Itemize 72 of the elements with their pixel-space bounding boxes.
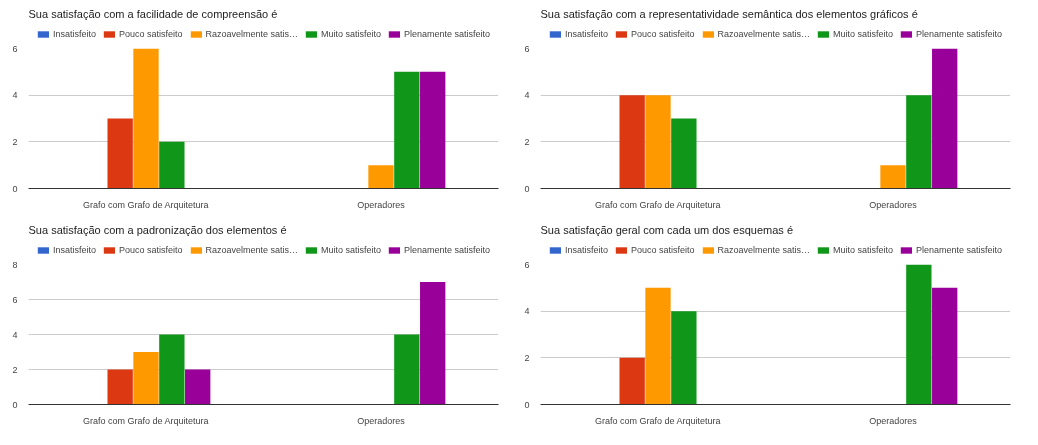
legend-label: Plenamente satisfeito (404, 245, 491, 255)
legend-label: Insatisfeito (52, 245, 96, 255)
bar (420, 71, 446, 189)
y-tick-label: 0 (12, 399, 18, 410)
bar (906, 264, 932, 405)
y-tick-label: 4 (12, 329, 18, 340)
bar (107, 118, 133, 189)
bar (159, 334, 185, 405)
bar (671, 311, 697, 405)
x-tick-label: Grafo com Grafo de Arquitetura (594, 199, 721, 210)
y-tick-label: 4 (12, 90, 18, 101)
x-tick-label: Grafo com Grafo de Arquitetura (82, 415, 209, 426)
bar (133, 352, 159, 405)
bar (420, 282, 446, 405)
bar (368, 165, 394, 189)
chart-title: Sua satisfação com a padronização dos elementos é (28, 223, 287, 236)
legend-label: Muito satisfeito (321, 29, 382, 39)
x-tick-label: Grafo com Grafo de Arquitetura (594, 415, 721, 426)
bar (906, 95, 932, 189)
y-tick-label: 2 (524, 136, 530, 147)
chart-title: Sua satisfação com a representatividade semântica dos elementos gráficos é (540, 7, 918, 20)
legend-label: Insatisfeito (564, 29, 608, 39)
legend-label: Razoavelmente satis… (717, 245, 811, 255)
bar (619, 357, 645, 405)
y-tick-label: 2 (524, 352, 530, 363)
y-tick-label: 8 (12, 259, 18, 270)
legend-label: Razoavelmente satis… (205, 245, 299, 255)
bar (932, 287, 958, 405)
legend-label: Razoavelmente satis… (717, 29, 811, 39)
y-tick-label: 6 (12, 43, 18, 54)
bar (645, 95, 671, 189)
legend-label: Muito satisfeito (833, 29, 894, 39)
x-tick-label: Operadores (357, 415, 406, 426)
bar (394, 71, 420, 189)
y-tick-label: 0 (524, 399, 530, 410)
x-tick-label: Operadores (869, 199, 918, 210)
legend-label: Plenamente satisfeito (404, 29, 491, 39)
legend-label: Muito satisfeito (321, 245, 382, 255)
legend-label: Pouco satisfeito (118, 29, 183, 39)
bar (185, 369, 211, 405)
bar (159, 141, 185, 189)
bar (932, 48, 958, 189)
legend-label: Pouco satisfeito (630, 29, 695, 39)
x-tick-label: Operadores (869, 415, 918, 426)
legend-label: Pouco satisfeito (630, 245, 695, 255)
chart-title: Sua satisfação com a facilidade de compreensão é (28, 7, 278, 20)
legend-label: Pouco satisfeito (118, 245, 183, 255)
y-tick-label: 2 (12, 136, 18, 147)
y-tick-label: 0 (12, 183, 18, 194)
bar (133, 48, 159, 189)
bar (880, 165, 906, 189)
y-tick-label: 4 (524, 306, 530, 317)
legend-label: Insatisfeito (52, 29, 96, 39)
bar (671, 118, 697, 189)
y-tick-label: 6 (524, 43, 530, 54)
y-tick-label: 6 (12, 294, 18, 305)
bar (619, 95, 645, 189)
y-tick-label: 6 (524, 259, 530, 270)
legend-label: Muito satisfeito (833, 245, 894, 255)
x-tick-label: Operadores (357, 199, 406, 210)
legend-label: Plenamente satisfeito (916, 29, 1003, 39)
x-tick-label: Grafo com Grafo de Arquitetura (82, 199, 209, 210)
legend-label: Razoavelmente satis… (205, 29, 299, 39)
y-tick-label: 2 (12, 364, 18, 375)
legend-label: Plenamente satisfeito (916, 245, 1003, 255)
chart-title: Sua satisfação geral com cada um dos esquemas é (540, 223, 794, 236)
bar (645, 287, 671, 405)
y-tick-label: 0 (524, 183, 530, 194)
bar (107, 369, 133, 405)
y-tick-label: 4 (524, 90, 530, 101)
legend-label: Insatisfeito (564, 245, 608, 255)
bar (394, 334, 420, 405)
